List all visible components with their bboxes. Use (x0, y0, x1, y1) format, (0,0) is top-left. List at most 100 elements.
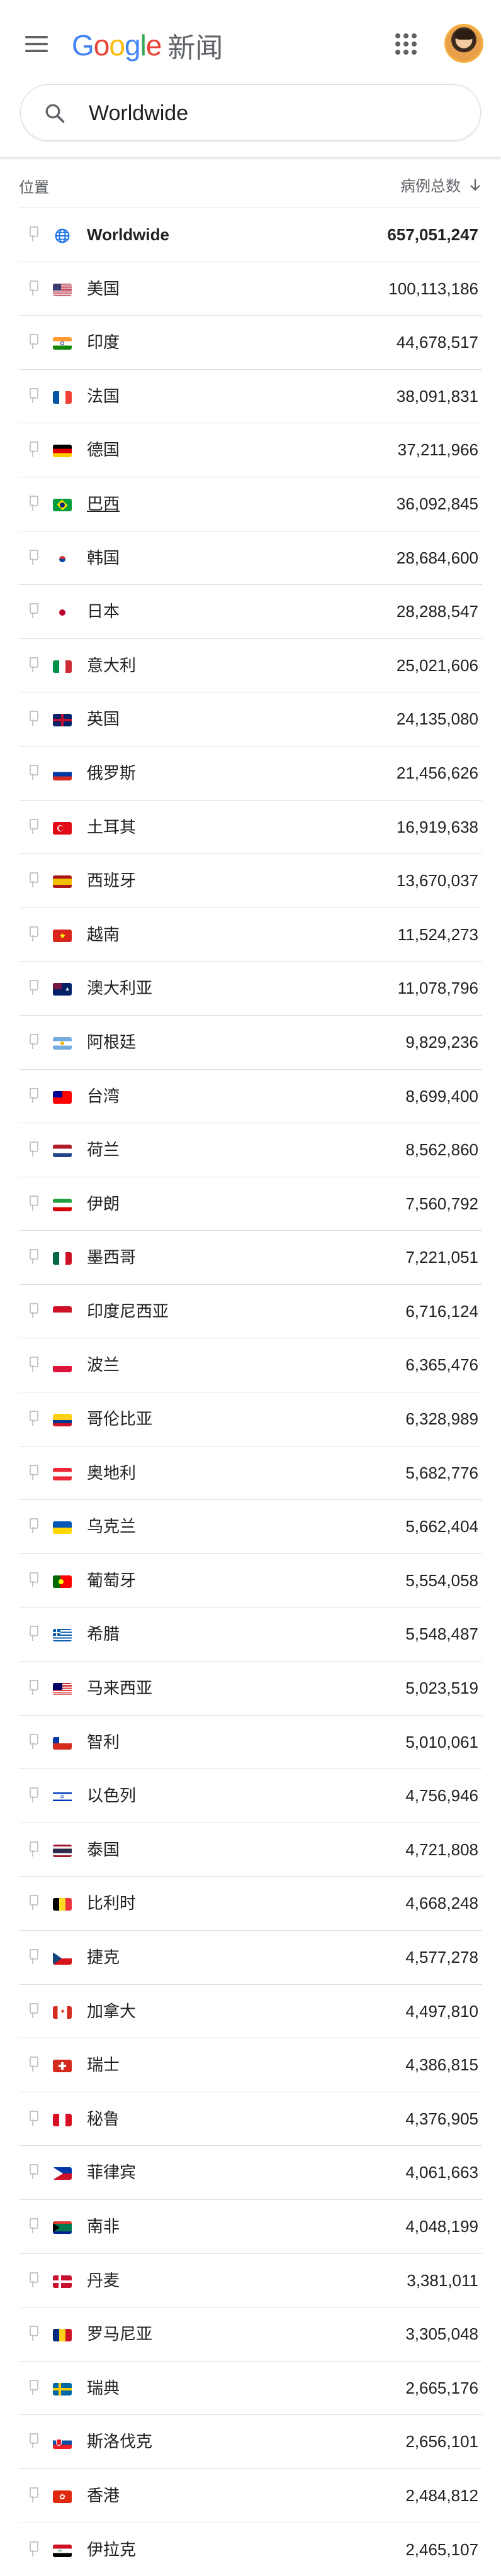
arrow-down-icon[interactable] (468, 177, 482, 192)
table-row[interactable]: 比利时 4,668,248 (19, 1876, 482, 1930)
pin-icon[interactable] (28, 1949, 38, 1965)
table-row[interactable]: 斯洛伐克 2,656,101 (19, 2414, 482, 2468)
table-row[interactable]: ﷲ 伊拉克 2,465,107 (19, 2522, 482, 2576)
table-row[interactable]: ✡ 以色列 4,756,946 (19, 1768, 482, 1823)
pin-icon[interactable] (28, 1087, 38, 1104)
pin-icon[interactable] (28, 2272, 38, 2289)
table-row[interactable]: 瑞士 4,386,815 (19, 2038, 482, 2092)
table-row[interactable]: 俄罗斯 21,456,626 (19, 745, 482, 800)
pin-icon[interactable] (28, 1572, 38, 1589)
apps-grid-icon[interactable] (395, 33, 417, 55)
pin-icon[interactable] (28, 2379, 38, 2396)
pin-icon[interactable] (28, 226, 38, 243)
pin-icon[interactable] (28, 711, 38, 727)
table-row[interactable]: 智利 5,010,061 (19, 1714, 482, 1769)
table-row[interactable]: 英国 24,135,080 (19, 692, 482, 746)
pin-icon[interactable] (28, 1195, 38, 1212)
pin-icon[interactable] (28, 1141, 38, 1158)
pin-icon[interactable] (28, 549, 38, 566)
table-row[interactable]: 荷兰 8,562,860 (19, 1123, 482, 1177)
pin-icon[interactable] (28, 872, 38, 889)
table-row[interactable]: 土耳其 16,919,638 (19, 799, 482, 854)
pin-icon[interactable] (28, 441, 38, 458)
menu-icon[interactable] (25, 31, 50, 57)
pin-icon[interactable] (28, 2002, 38, 2019)
pin-icon[interactable] (28, 2326, 38, 2342)
table-row[interactable]: 巴西 36,092,845 (19, 476, 482, 531)
table-row[interactable]: 罗马尼亚 3,305,048 (19, 2307, 482, 2361)
pin-icon[interactable] (28, 1464, 38, 1481)
table-row[interactable]: 瑞典 2,665,176 (19, 2360, 482, 2415)
table-row[interactable]: 葡萄牙 5,554,058 (19, 1553, 482, 1607)
pin-icon[interactable] (28, 334, 38, 350)
pin-icon[interactable] (28, 818, 38, 835)
table-row[interactable]: 秘鲁 4,376,905 (19, 2091, 482, 2146)
table-row[interactable]: 菲律宾 4,061,663 (19, 2145, 482, 2199)
pin-icon[interactable] (28, 657, 38, 674)
pin-icon[interactable] (28, 280, 38, 297)
table-row[interactable]: 西班牙 13,670,037 (19, 853, 482, 908)
pin-icon[interactable] (28, 1249, 38, 1265)
pin-icon[interactable] (28, 2541, 38, 2558)
location-name[interactable]: 巴西 (87, 494, 120, 513)
table-row[interactable]: 韩国 28,684,600 (19, 530, 482, 585)
table-row[interactable]: 阿根廷 9,829,236 (19, 1014, 482, 1069)
pin-icon[interactable] (28, 1411, 38, 1427)
pin-icon[interactable] (28, 1357, 38, 1373)
table-row[interactable]: 伊朗 7,560,792 (19, 1176, 482, 1231)
pin-icon[interactable] (28, 495, 38, 512)
pin-icon[interactable] (28, 764, 38, 781)
table-row[interactable]: 日本 28,288,547 (19, 584, 482, 638)
table-row[interactable]: 丹麦 3,381,011 (19, 2253, 482, 2307)
table-row[interactable]: 德国 37,211,966 (19, 423, 482, 477)
search-input[interactable]: Worldwide (20, 84, 481, 141)
table-row[interactable]: 乌克兰 5,662,404 (19, 1499, 482, 1553)
table-row[interactable]: 印度 44,678,517 (19, 315, 482, 369)
google-news-logo[interactable]: Google 新闻 (72, 25, 223, 65)
pin-icon[interactable] (28, 2164, 38, 2180)
search-icon[interactable] (43, 102, 66, 125)
pin-icon[interactable] (28, 2057, 38, 2073)
pin-icon[interactable] (28, 1302, 38, 1319)
table-row[interactable]: 美国 100,113,186 (19, 261, 482, 316)
table-row[interactable]: ✦ 加拿大 4,497,810 (19, 1984, 482, 2038)
table-row[interactable]: 波兰 6,365,476 (19, 1338, 482, 1392)
pin-icon[interactable] (28, 1895, 38, 1911)
pin-icon[interactable] (28, 1626, 38, 1642)
table-row[interactable]: ★ 澳大利亚 11,078,796 (19, 961, 482, 1015)
search-value[interactable]: Worldwide (89, 101, 189, 125)
table-row[interactable]: 意大利 25,021,606 (19, 638, 482, 692)
pin-icon[interactable] (28, 1787, 38, 1804)
pin-icon[interactable] (28, 2433, 38, 2450)
pin-icon[interactable] (28, 603, 38, 619)
table-row[interactable]: 捷克 4,577,278 (19, 1930, 482, 1984)
table-row[interactable]: ★ 越南 11,524,273 (19, 907, 482, 962)
pin-icon[interactable] (28, 2110, 38, 2127)
pin-icon[interactable] (28, 1518, 38, 1535)
pin-icon[interactable] (28, 980, 38, 996)
table-row[interactable]: 南非 4,048,199 (19, 2199, 482, 2253)
pin-icon[interactable] (28, 1033, 38, 1050)
column-total-cases[interactable]: 病例总数 (400, 174, 482, 196)
table-row[interactable]: 印度尼西亚 6,716,124 (19, 1284, 482, 1338)
table-row[interactable]: 哥伦比亚 6,328,989 (19, 1392, 482, 1446)
avatar[interactable] (444, 24, 483, 63)
table-row[interactable]: 台湾 8,699,400 (19, 1069, 482, 1123)
table-row[interactable]: 奥地利 5,682,776 (19, 1445, 482, 1500)
table-row[interactable]: 法国 38,091,831 (19, 369, 482, 423)
table-row[interactable]: 希腊 5,548,487 (19, 1607, 482, 1661)
table-row[interactable]: 马来西亚 5,023,519 (19, 1661, 482, 1715)
table-row[interactable]: 墨西哥 7,221,051 (19, 1230, 482, 1284)
pin-icon[interactable] (28, 926, 38, 943)
pin-icon[interactable] (28, 1680, 38, 1696)
table-row[interactable]: ✿ 香港 2,484,812 (19, 2468, 482, 2523)
flag-us-icon (53, 283, 72, 296)
pin-icon[interactable] (28, 2218, 38, 2235)
location-name: 捷克 (87, 1948, 120, 1967)
table-row[interactable]: Worldwide 657,051,247 (19, 208, 482, 262)
table-row[interactable]: 泰国 4,721,808 (19, 1822, 482, 1877)
pin-icon[interactable] (28, 1841, 38, 1858)
pin-icon[interactable] (28, 1733, 38, 1750)
pin-icon[interactable] (28, 2487, 38, 2504)
pin-icon[interactable] (28, 387, 38, 404)
